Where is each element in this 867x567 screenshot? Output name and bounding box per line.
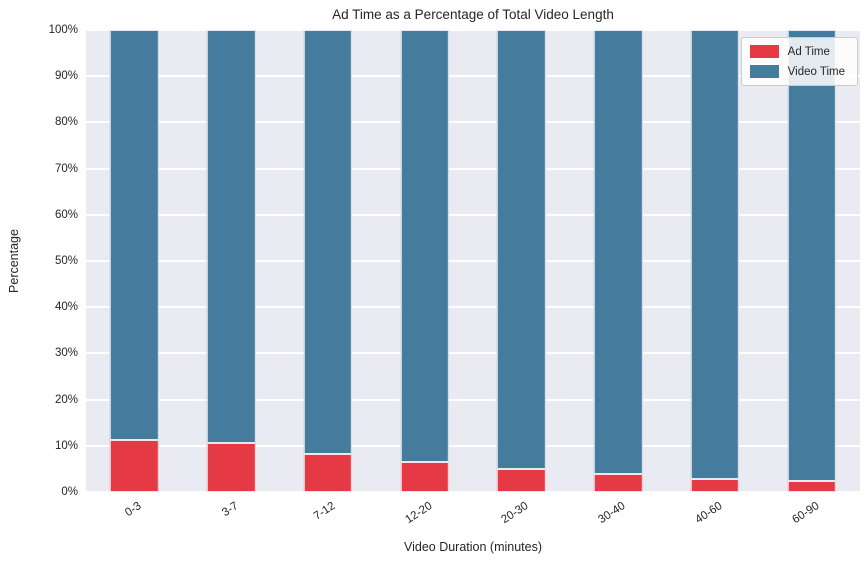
y-tick-label-0: 0% (61, 486, 78, 498)
gridline-0 (86, 491, 860, 493)
legend-swatch-video-time (749, 65, 779, 78)
bar-segment-video-time-12-20 (400, 30, 449, 462)
x-tick-label-40-60: 40-60 (693, 500, 725, 527)
bar-segment-video-time-40-60 (690, 30, 740, 479)
y-tick-label-100: 100% (48, 24, 78, 36)
bar-group-40-60 (690, 30, 740, 492)
y-tick-label-80: 80% (54, 116, 78, 129)
y-tick-label-50: 50% (54, 255, 78, 267)
gridline-90 (86, 75, 860, 78)
x-axis-label: Video Duration (minutes) (403, 540, 543, 554)
bar-group-0-3 (110, 30, 159, 492)
y-tick-label-90: 90% (54, 70, 78, 83)
chart-title: Ad Time as a Percentage of Total Video L… (332, 7, 614, 22)
legend: Ad Time Video Time (740, 37, 858, 86)
x-tick-label-20-30: 20-30 (499, 500, 531, 527)
bar-segment-video-time-3-7 (206, 30, 256, 444)
plot-area (86, 29, 860, 493)
gridline-40 (86, 306, 860, 309)
bar-segment-video-time-60-90 (787, 30, 836, 482)
gridline-10 (86, 444, 860, 447)
bar-segment-video-time-30-40 (593, 30, 643, 475)
x-tick-label-30-40: 30-40 (596, 500, 628, 527)
x-tick-label-7-12: 7-12 (311, 500, 338, 523)
bar-group-20-30 (497, 30, 546, 492)
bar-segment-video-time-7-12 (303, 30, 353, 455)
bar-group-12-20 (400, 30, 449, 492)
bar-segment-ad-time-12-20 (400, 461, 449, 492)
y-tick-label-60: 60% (54, 208, 78, 221)
bar-group-3-7 (206, 30, 256, 492)
gridline-30 (86, 352, 860, 355)
bar-group-60-90 (787, 30, 836, 492)
bar-segment-ad-time-60-90 (787, 481, 836, 492)
x-tick-label-60-90: 60-90 (789, 500, 822, 527)
bar-segment-ad-time-3-7 (206, 443, 256, 492)
gridline-70 (86, 167, 860, 170)
bar-group-30-40 (593, 30, 643, 492)
y-tick-label-20: 20% (54, 393, 78, 406)
gridline-60 (86, 213, 860, 216)
bar-segment-ad-time-7-12 (303, 454, 353, 492)
bar-segment-ad-time-0-3 (110, 440, 159, 492)
bar-segment-ad-time-30-40 (593, 474, 643, 492)
legend-swatch-ad-time (749, 45, 779, 58)
gridline-20 (86, 398, 860, 401)
bar-segment-ad-time-40-60 (690, 478, 740, 492)
y-tick-label-40: 40% (54, 301, 78, 314)
bar-segment-ad-time-20-30 (497, 469, 546, 492)
bar-group-7-12 (303, 30, 353, 492)
bar-segment-video-time-20-30 (497, 30, 546, 470)
bar-segment-video-time-0-3 (110, 30, 159, 441)
y-tick-label-30: 30% (54, 347, 78, 360)
x-tick-label-3-7: 3-7 (220, 500, 241, 520)
gridline-50 (86, 260, 860, 262)
legend-item-video-time: Video Time (749, 65, 845, 78)
y-tick-label-10: 10% (54, 439, 78, 452)
legend-item-ad-time: Ad Time (749, 45, 845, 58)
x-tick-label-12-20: 12-20 (402, 500, 435, 527)
legend-label: Ad Time (787, 45, 830, 58)
gridline-80 (86, 121, 860, 124)
gridline-100 (86, 29, 860, 31)
legend-label: Video Time (787, 65, 845, 78)
x-tick-label-0-3: 0-3 (123, 500, 144, 520)
y-tick-label-70: 70% (54, 162, 78, 175)
